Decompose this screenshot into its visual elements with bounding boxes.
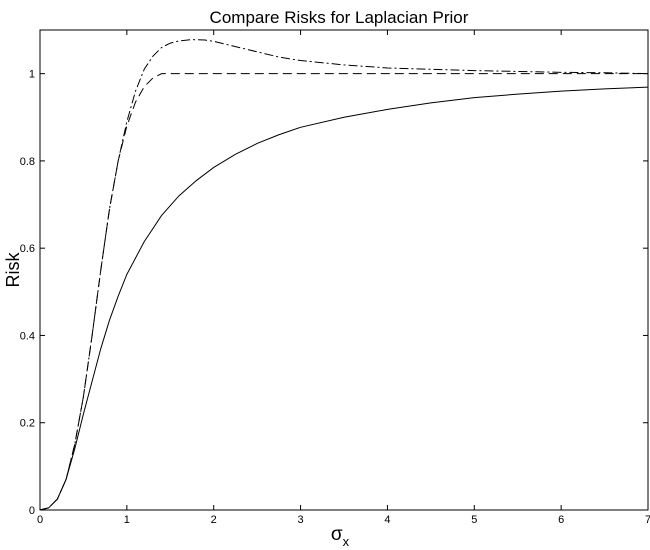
x-tick-label-4: 4 [384,514,390,526]
x-tick-label-5: 5 [471,514,477,526]
y-tick-label-0: 0 [29,505,35,517]
tick-layer: 0 1 2 3 4 5 6 7 0 0.2 0.4 0.6 0.8 1 [20,30,650,526]
chart-title: Compare Risks for Laplacian Prior [210,8,469,27]
x-tick-label-3: 3 [298,514,304,526]
y-tick-label-0.2: 0.2 [20,418,35,430]
y-tick-label-0.6: 0.6 [20,243,35,255]
x-axis-label-symbol: σ [331,524,343,545]
x-axis-label-subscript: x [343,534,350,549]
series-layer [39,39,649,511]
series-line-dashdot [39,39,649,511]
y-tick-label-0.4: 0.4 [20,330,35,342]
plot-frame [39,29,649,511]
y-tick-label-0.8: 0.8 [20,156,35,168]
x-tick-label-0: 0 [37,514,43,526]
x-tick-label-1: 1 [124,514,130,526]
plot-area: 0 1 2 3 4 5 6 7 0 0.2 0.4 0.6 0.8 1 [20,29,650,526]
x-tick-label-2: 2 [211,514,217,526]
y-axis-label: Risk [3,252,23,288]
series-line-dashed [39,73,648,511]
x-axis-label: σx [331,524,350,549]
x-tick-label-6: 6 [558,514,564,526]
series-line-solid [39,86,649,511]
y-tick-label-1: 1 [29,69,35,81]
x-tick-label-7: 7 [645,514,650,526]
